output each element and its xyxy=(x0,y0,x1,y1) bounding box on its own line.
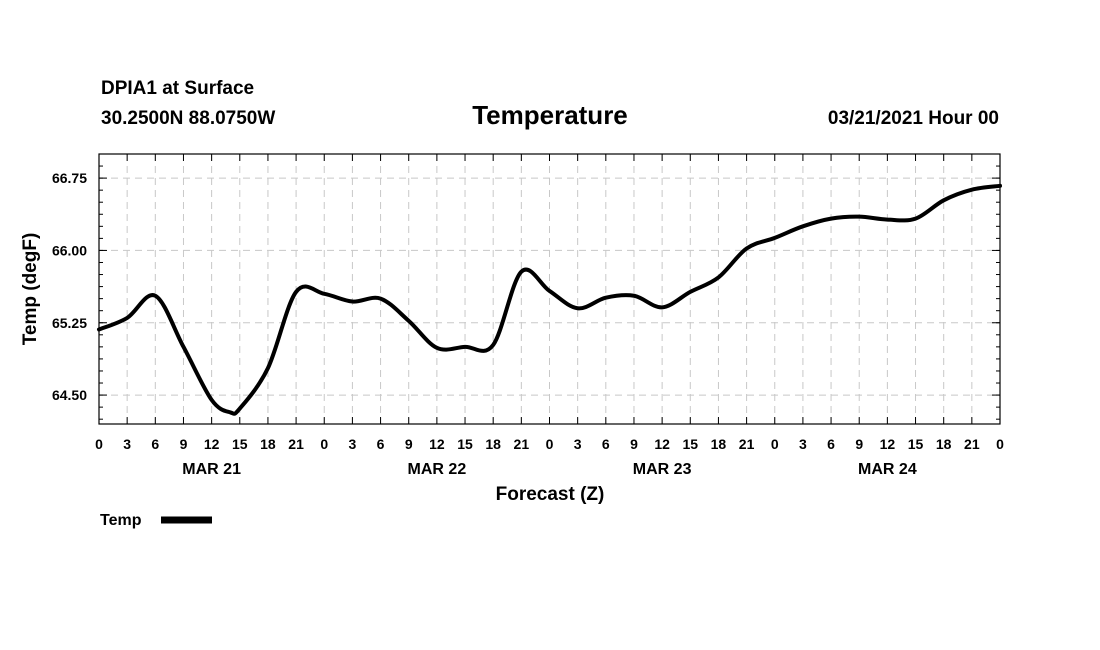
x-tick-label: 21 xyxy=(739,436,755,452)
day-label: MAR 22 xyxy=(408,461,467,478)
x-tick-label: 18 xyxy=(260,436,276,452)
x-tick-label: 6 xyxy=(151,436,159,452)
x-tick-label: 9 xyxy=(630,436,638,452)
x-tick-label: 6 xyxy=(377,436,385,452)
x-tick-label: 0 xyxy=(996,436,1004,452)
chart-title: Temperature xyxy=(472,100,628,130)
x-tick-label: 0 xyxy=(95,436,103,452)
axis-labels: 0 3 6 9 12 15 18 21 0 3 6 9 12 15 18 21 0 3 6 9 12 15 18 21 0 3 6 9… xyxy=(52,170,1004,478)
run-label: 03/21/2021 Hour 00 xyxy=(828,108,999,129)
day-label: MAR 23 xyxy=(633,461,692,478)
x-tick-label: 21 xyxy=(288,436,304,452)
x-tick-label: 0 xyxy=(320,436,328,452)
y-axis-title: Temp (degF) xyxy=(20,233,41,346)
station-label: DPIA1 at Surface xyxy=(101,78,254,99)
axis-ticks xyxy=(98,153,1001,424)
x-tick-label: 21 xyxy=(964,436,980,452)
x-tick-label: 12 xyxy=(204,436,220,452)
x-tick-label: 9 xyxy=(405,436,413,452)
x-tick-label: 0 xyxy=(771,436,779,452)
x-tick-label: 12 xyxy=(429,436,445,452)
legend-label: Temp xyxy=(100,512,142,529)
y-tick-label: 66.75 xyxy=(52,170,87,186)
temp-series-line xyxy=(97,183,1002,416)
day-label: MAR 21 xyxy=(182,461,241,478)
x-tick-label: 15 xyxy=(457,436,473,452)
x-tick-label: 15 xyxy=(682,436,698,452)
y-tick-label: 64.50 xyxy=(52,387,87,403)
x-tick-label: 18 xyxy=(936,436,952,452)
x-tick-label: 21 xyxy=(514,436,530,452)
x-tick-label: 9 xyxy=(855,436,863,452)
x-tick-label: 6 xyxy=(602,436,610,452)
x-tick-label: 12 xyxy=(880,436,896,452)
x-tick-label: 3 xyxy=(123,436,131,452)
y-tick-label: 66.00 xyxy=(52,242,87,258)
x-tick-label: 15 xyxy=(908,436,924,452)
x-tick-label: 3 xyxy=(574,436,582,452)
x-tick-label: 6 xyxy=(827,436,835,452)
x-tick-label: 15 xyxy=(232,436,248,452)
x-tick-label: 3 xyxy=(799,436,807,452)
x-tick-label: 3 xyxy=(349,436,357,452)
y-tick-label: 65.25 xyxy=(52,315,87,331)
x-tick-label: 0 xyxy=(546,436,554,452)
x-axis-title: Forecast (Z) xyxy=(496,484,605,505)
series-layer xyxy=(97,183,1002,416)
x-tick-label: 12 xyxy=(654,436,670,452)
day-label: MAR 24 xyxy=(858,461,917,478)
location-label: 30.2500N 88.0750W xyxy=(101,108,275,129)
x-tick-label: 9 xyxy=(180,436,188,452)
x-tick-label: 18 xyxy=(711,436,727,452)
legend: Temp xyxy=(100,512,212,529)
x-tick-label: 18 xyxy=(485,436,501,452)
